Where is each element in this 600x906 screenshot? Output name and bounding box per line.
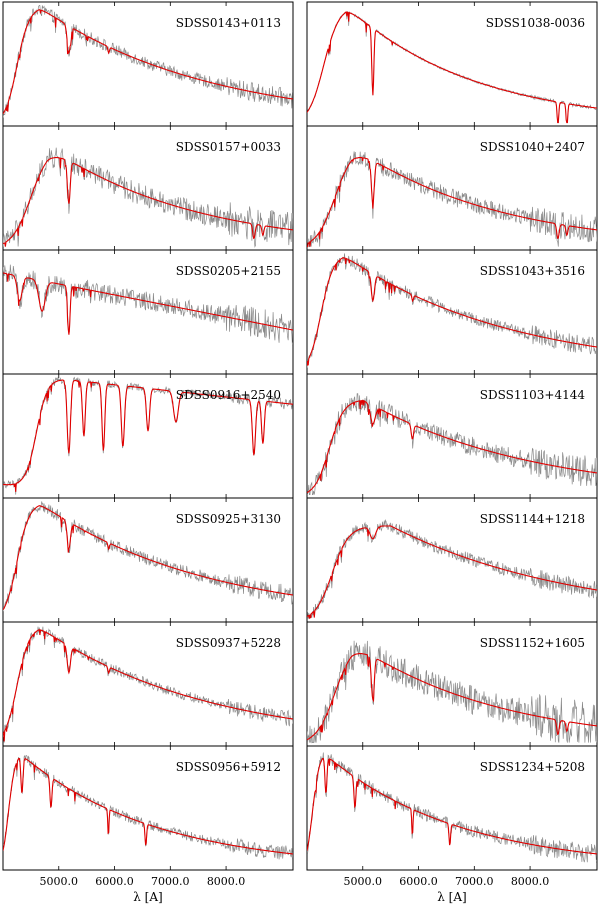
x-axis-title: λ [A] xyxy=(133,890,162,904)
panel-label: SDSS1103+4144 xyxy=(480,388,586,402)
panel-frame xyxy=(306,745,598,871)
observed-spectrum-line xyxy=(3,264,293,346)
panel-label: SDSS0143+0113 xyxy=(176,16,281,30)
model-spectrum-line xyxy=(3,505,293,611)
x-tick-label: 7000.0 xyxy=(151,875,190,888)
panel-frame xyxy=(2,745,294,871)
spectrum-panel: SDSS0157+0033 xyxy=(2,125,294,251)
x-tick-label: 8000.0 xyxy=(207,875,246,888)
panel-label: SDSS0937+5228 xyxy=(176,636,281,650)
model-spectrum-line xyxy=(307,653,597,741)
x-tick-label: 6000.0 xyxy=(399,875,438,888)
spectrum-panel: SDSS1234+5208 xyxy=(306,745,598,871)
observed-spectrum-line xyxy=(307,151,597,247)
x-axis-title: λ [A] xyxy=(437,890,466,904)
spectrum-panel: SDSS1103+4144 xyxy=(306,373,598,499)
spectrum-panel: SDSS0956+5912 xyxy=(2,745,294,871)
spectrum-panel: SDSS0143+0113 xyxy=(2,1,294,127)
panel-label: SDSS1144+1218 xyxy=(480,512,585,526)
x-tick-label: 5000.0 xyxy=(344,875,383,888)
model-spectrum-line xyxy=(307,525,597,619)
spectrum-panel: SDSS0937+5228 xyxy=(2,621,294,747)
panel-label: SDSS0157+0033 xyxy=(176,140,281,154)
panel-label: SDSS1234+5208 xyxy=(480,760,585,774)
spectrum-panel: SDSS1043+3516 xyxy=(306,249,598,375)
model-spectrum-line xyxy=(3,758,293,855)
spectrum-panel: SDSS1040+2407 xyxy=(306,125,598,251)
model-spectrum-line xyxy=(3,9,293,115)
observed-spectrum-line xyxy=(3,626,293,743)
panel-label: SDSS1038-0036 xyxy=(486,16,585,30)
observed-spectrum-line xyxy=(307,640,597,744)
panel-label: SDSS0925+3130 xyxy=(176,512,281,526)
observed-spectrum-line xyxy=(307,253,597,368)
spectrum-panel: SDSS1038-0036 xyxy=(306,1,598,127)
panel-label: SDSS1040+2407 xyxy=(480,140,585,154)
model-spectrum-line xyxy=(307,758,597,855)
panel-label: SDSS0916+2540 xyxy=(176,388,281,402)
x-tick-label: 7000.0 xyxy=(455,875,494,888)
x-tick-label: 5000.0 xyxy=(40,875,79,888)
observed-spectrum-line xyxy=(307,393,597,495)
panel-label: SDSS0205+2155 xyxy=(176,264,281,278)
panel-label: SDSS1152+1605 xyxy=(480,636,585,650)
model-spectrum-line xyxy=(3,379,293,492)
x-tick-label: 6000.0 xyxy=(95,875,134,888)
model-spectrum-line xyxy=(307,157,597,248)
spectrum-panel: SDSS0205+2155 xyxy=(2,249,294,375)
model-spectrum-line xyxy=(307,399,597,494)
spectrum-panel: SDSS0925+3130 xyxy=(2,497,294,623)
model-spectrum-line xyxy=(307,257,597,367)
observed-spectrum-line xyxy=(3,5,293,118)
model-spectrum-line xyxy=(307,11,597,124)
panel-label: SDSS1043+3516 xyxy=(480,264,585,278)
spectrum-panel: SDSS1152+1605 xyxy=(306,621,598,747)
panel-label: SDSS0956+5912 xyxy=(176,760,281,774)
model-spectrum-line xyxy=(3,157,293,247)
model-spectrum-line xyxy=(3,628,293,742)
x-tick-label: 8000.0 xyxy=(511,875,550,888)
model-spectrum-line xyxy=(3,272,293,335)
spectrum-panel: SDSS1144+1218 xyxy=(306,497,598,623)
spectrum-panel: SDSS0916+2540 xyxy=(2,373,294,499)
